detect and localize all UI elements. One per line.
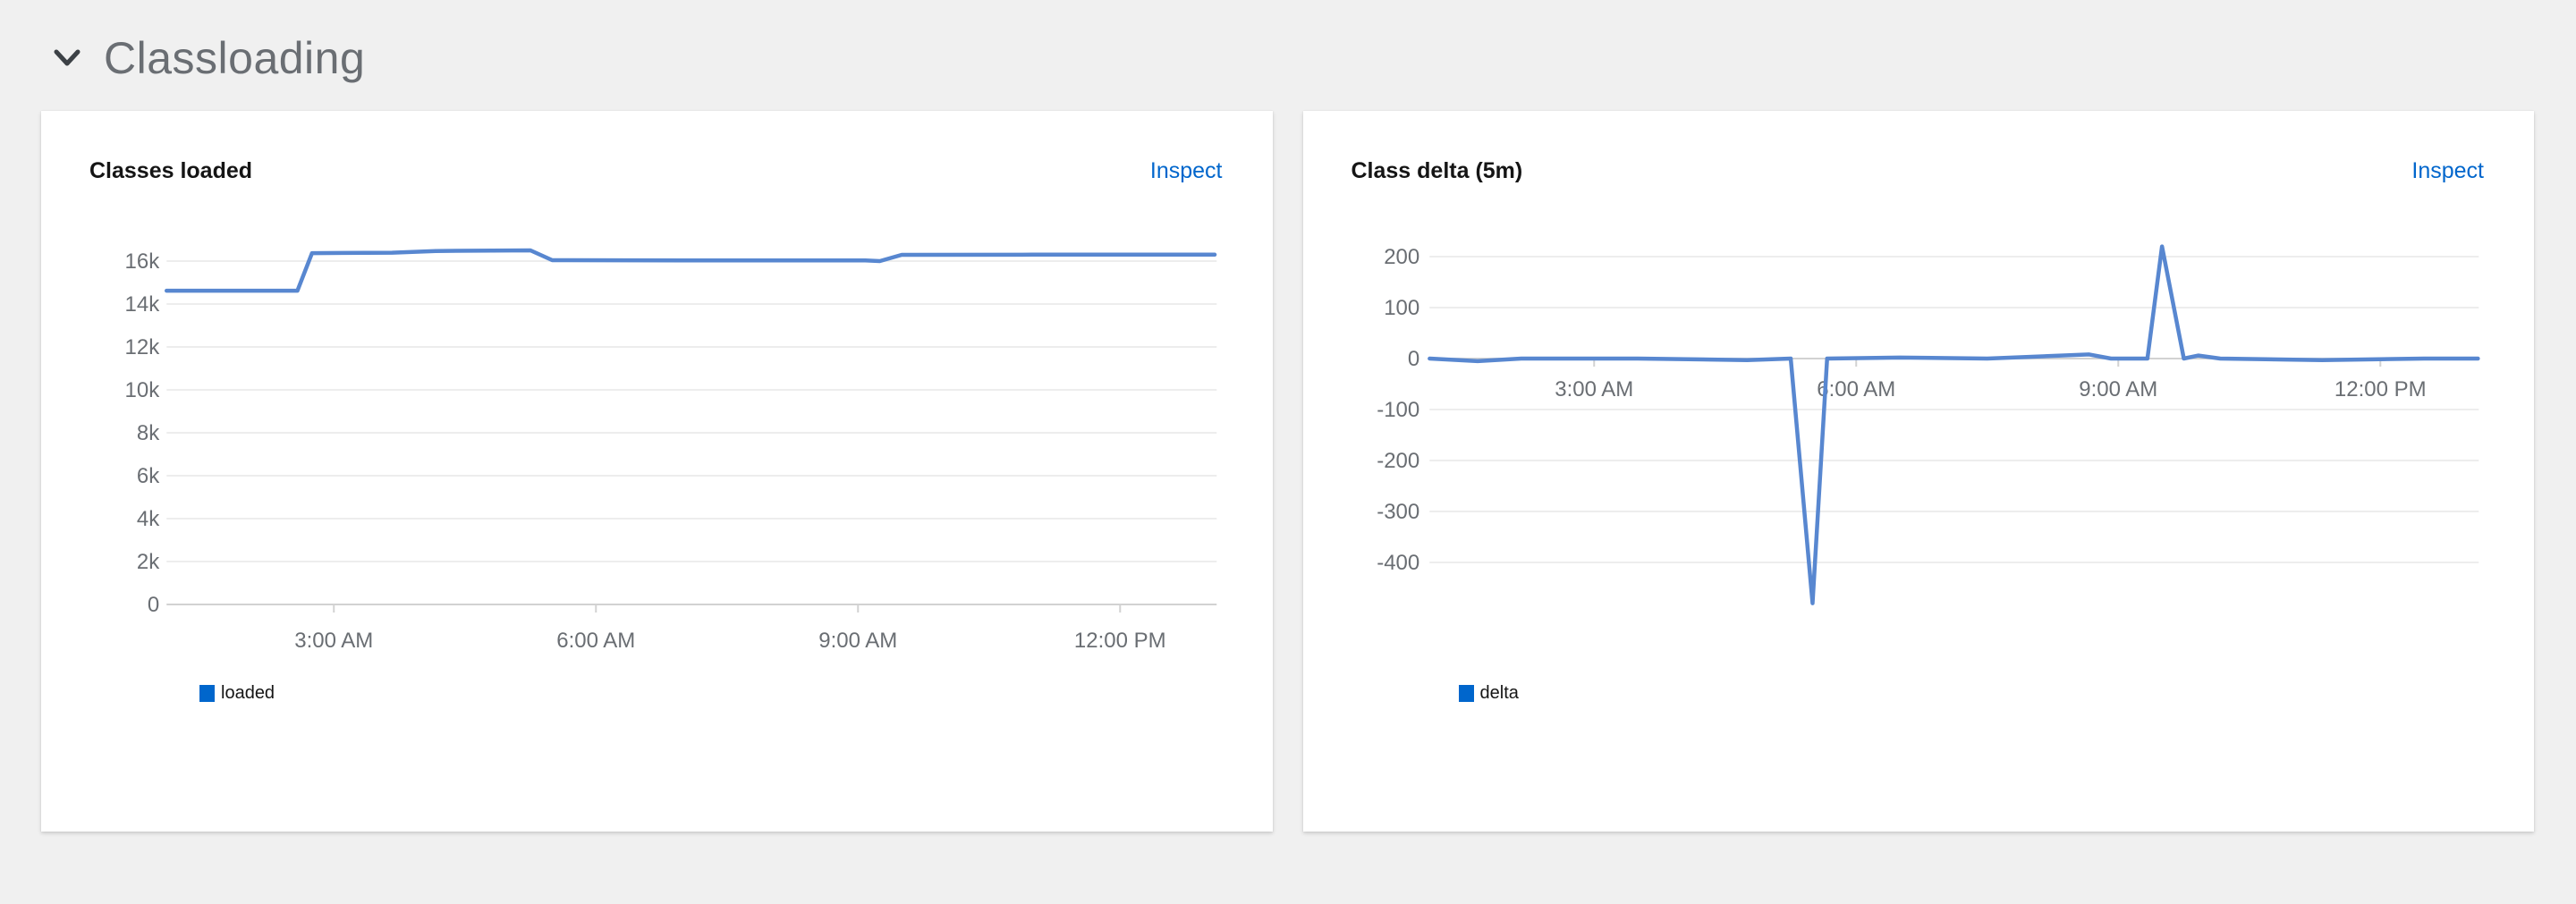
- svg-text:0: 0: [1407, 347, 1419, 371]
- svg-text:14k: 14k: [125, 292, 161, 317]
- classes-loaded-chart: 16k 14k 12k 10k 8k 6k 4k 2k 0 3:00 AM 6:00 AM 9:00 …: [125, 248, 1217, 653]
- chart-legend: loaded: [199, 684, 275, 702]
- svg-text:6:00 AM: 6:00 AM: [556, 629, 635, 653]
- svg-text:9:00 AM: 9:00 AM: [2079, 377, 2157, 401]
- card-header: Classes loaded Inspect: [89, 157, 1223, 184]
- section-title: Classloading: [104, 33, 366, 83]
- svg-text:4k: 4k: [137, 507, 160, 531]
- svg-text:12:00 PM: 12:00 PM: [2334, 377, 2426, 401]
- chart-title: Classes loaded: [89, 158, 253, 183]
- legend-item[interactable]: delta: [1458, 683, 1519, 703]
- chart-legend: delta: [1458, 683, 1519, 703]
- svg-text:200: 200: [1384, 245, 1419, 269]
- svg-text:16k: 16k: [125, 249, 161, 274]
- classloading-section: Classloading Classes loaded Inspect 16k 1…: [0, 32, 2576, 832]
- card-header: Class delta (5m) Inspect: [1352, 157, 2485, 184]
- legend-label: loaded: [221, 683, 275, 703]
- svg-text:3:00 AM: 3:00 AM: [294, 629, 373, 653]
- svg-text:-300: -300: [1377, 500, 1419, 524]
- legend-swatch: [199, 684, 215, 702]
- svg-text:12:00 PM: 12:00 PM: [1074, 629, 1166, 653]
- svg-text:8k: 8k: [137, 421, 160, 445]
- chevron-down-icon: [54, 49, 80, 66]
- svg-text:-200: -200: [1377, 449, 1419, 473]
- svg-text:-100: -100: [1377, 398, 1419, 422]
- classes-loaded-card: Classes loaded Inspect 16k 14k 12k 10k 8k 6k 4…: [41, 111, 1273, 832]
- class-delta-chart: 200 100 0 -100 -200 -300 -400 3:00 AM 6:00 AM 9:0…: [1377, 244, 2480, 605]
- svg-text:9:00 AM: 9:00 AM: [818, 629, 897, 653]
- svg-text:6k: 6k: [137, 464, 160, 488]
- class-delta-card: Class delta (5m) Inspect 200 100 0 -100 -200…: [1302, 111, 2534, 832]
- svg-text:12k: 12k: [125, 335, 161, 359]
- svg-text:-400: -400: [1377, 551, 1419, 575]
- legend-swatch: [1458, 684, 1474, 702]
- svg-text:6:00 AM: 6:00 AM: [1817, 377, 1895, 401]
- dashboard-cards-row: Classes loaded Inspect 16k 14k 12k 10k 8k 6k 4…: [41, 111, 2534, 832]
- chart-title: Class delta (5m): [1351, 158, 1523, 183]
- section-toggle[interactable]: Classloading: [54, 32, 365, 84]
- svg-text:0: 0: [148, 593, 159, 617]
- svg-text:100: 100: [1384, 296, 1419, 320]
- inspect-link[interactable]: Inspect: [2411, 158, 2484, 183]
- svg-text:10k: 10k: [125, 378, 161, 402]
- svg-text:2k: 2k: [137, 550, 160, 574]
- svg-text:3:00 AM: 3:00 AM: [1555, 377, 1633, 401]
- legend-label: delta: [1479, 683, 1519, 703]
- legend-item[interactable]: loaded: [199, 684, 275, 702]
- inspect-link[interactable]: Inspect: [1149, 158, 1223, 183]
